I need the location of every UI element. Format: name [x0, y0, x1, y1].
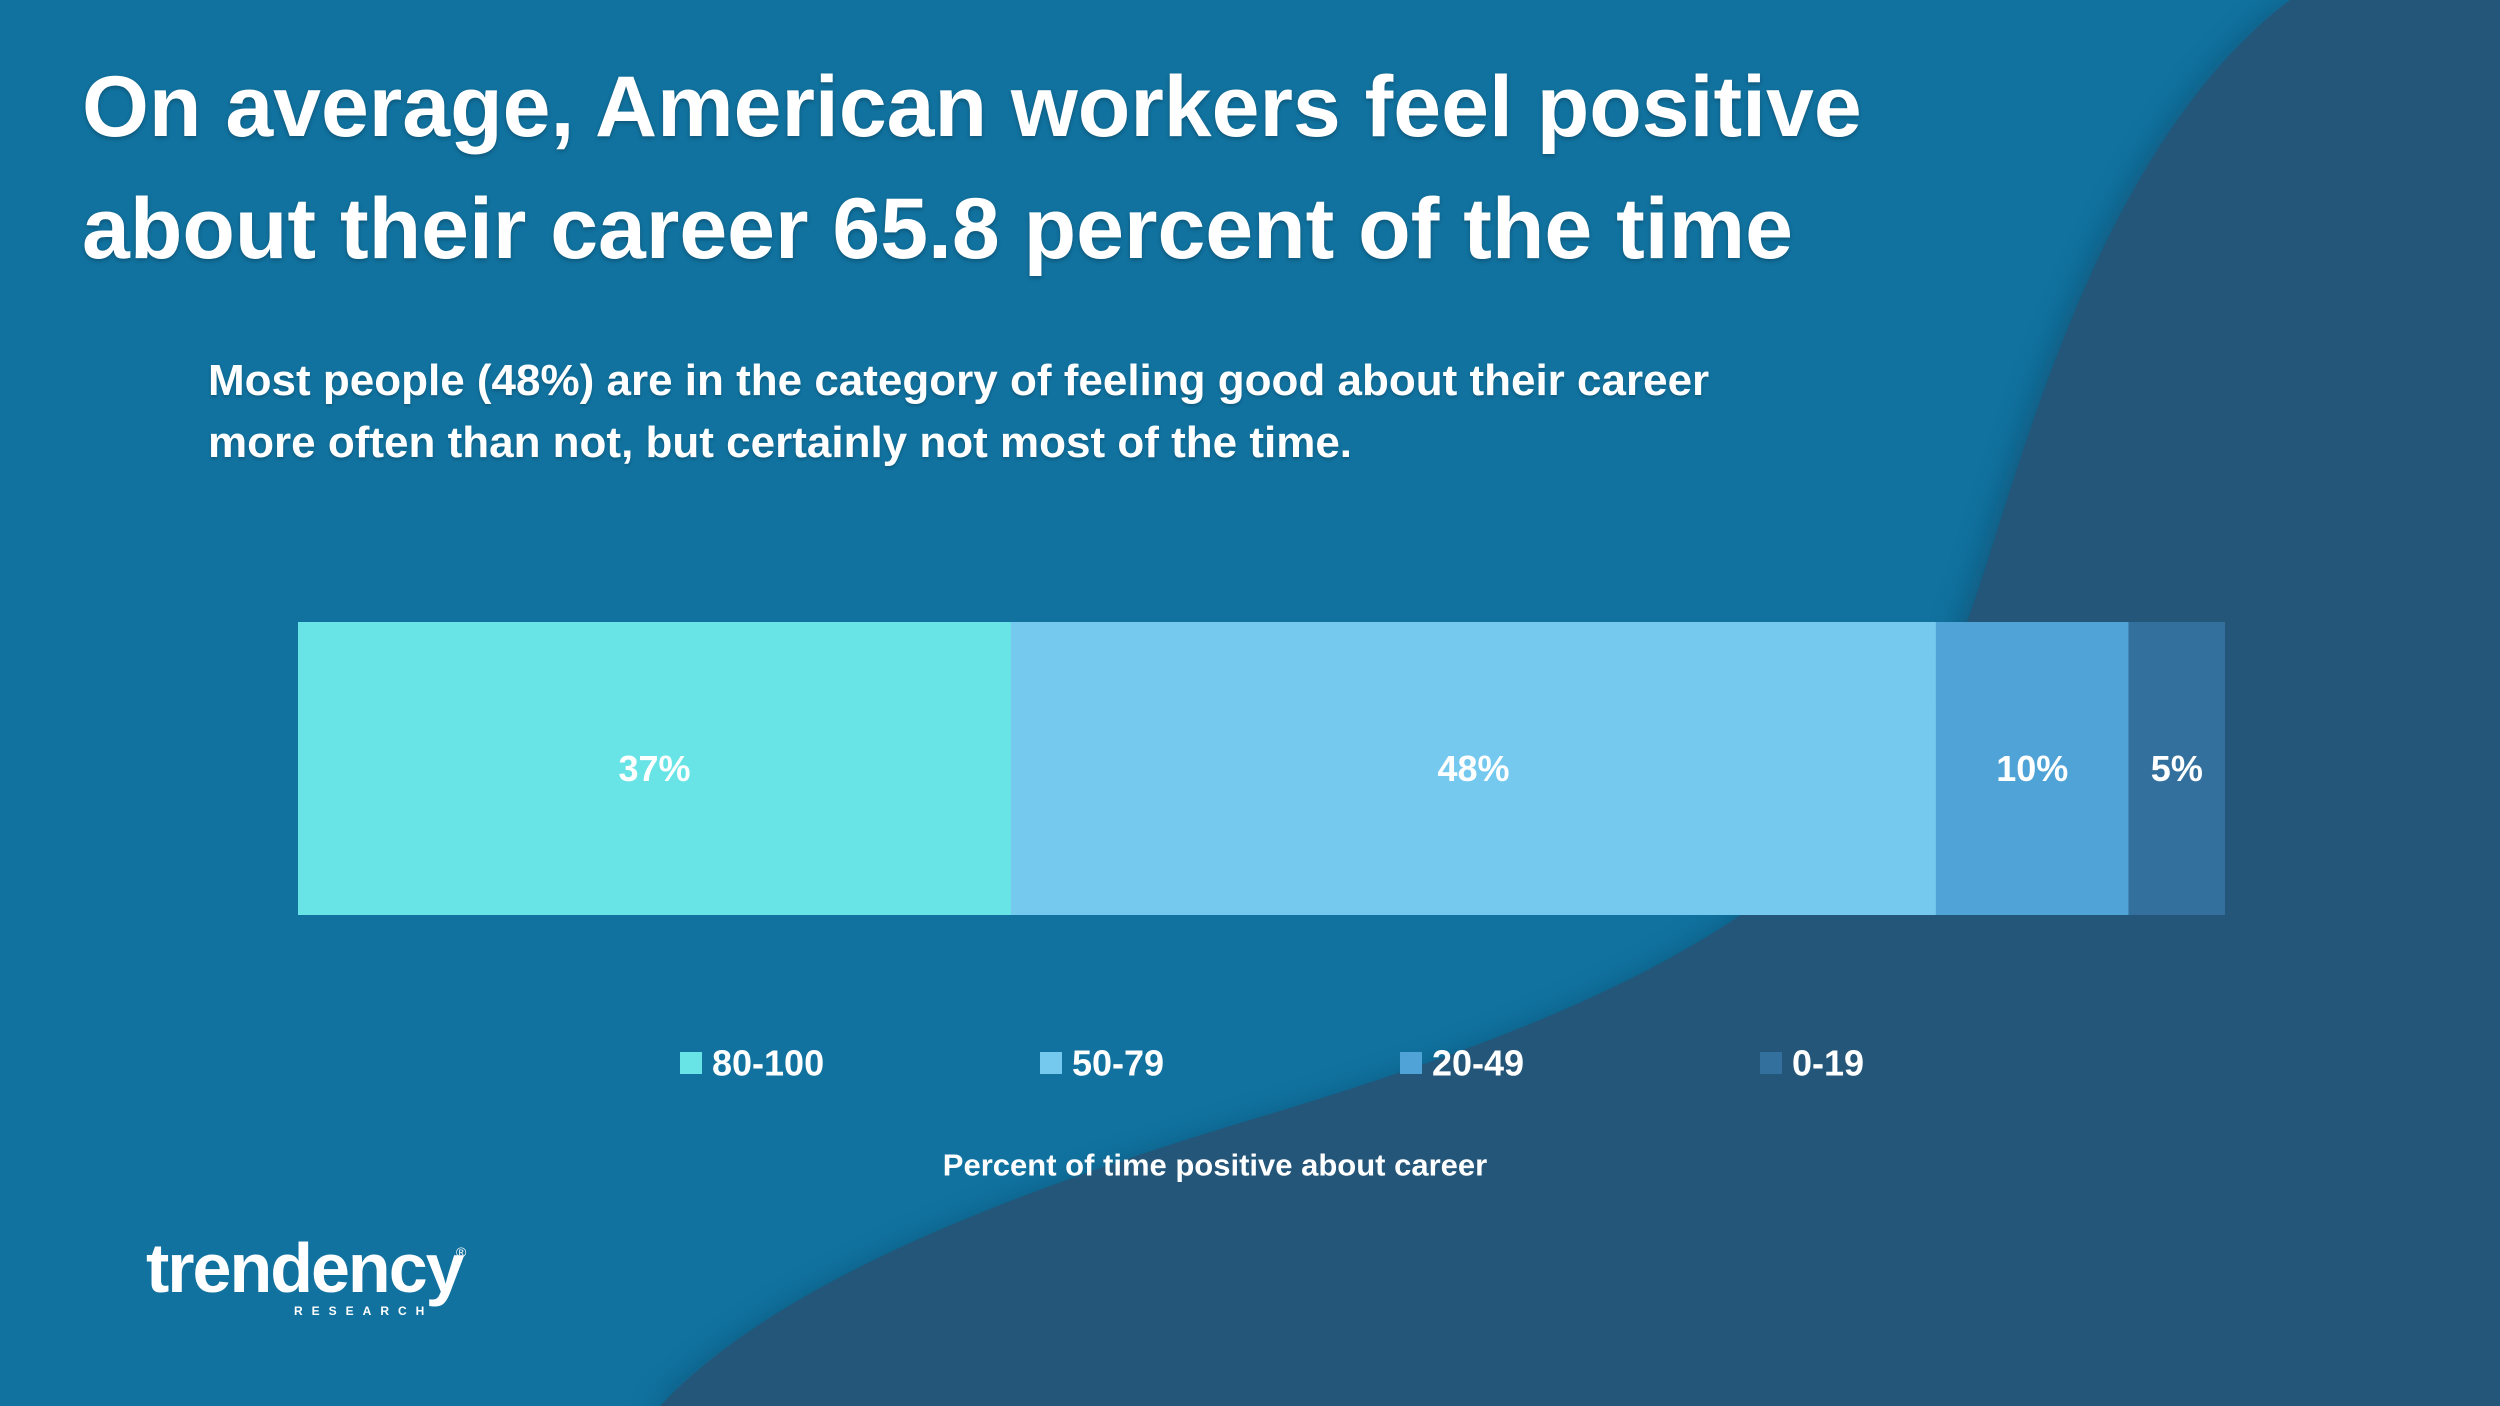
- slide-title-line-2: about their career 65.8 percent of the t…: [82, 181, 1793, 277]
- data-label-20-49: 10%: [1996, 748, 2068, 789]
- data-label-0-19: 5%: [2151, 748, 2203, 789]
- logo-subtitle: RESEARCH: [294, 1304, 434, 1318]
- slide-title-line-1: On average, American workers feel positi…: [82, 59, 1862, 155]
- legend-label-0-19: 0-19: [1792, 1043, 1864, 1084]
- bar-segment-50-79: [1010, 622, 1936, 915]
- slide-subtitle: Most people (48%) are in the category of…: [208, 350, 2008, 474]
- background-wave: [660, 0, 2500, 1406]
- trendency-logo: trendency ® RESEARCH: [146, 1228, 486, 1338]
- bar-segment-80-100: [298, 622, 1011, 915]
- legend-swatch-80-100: [680, 1052, 702, 1074]
- slide-subtitle-line-2: more often than not, but certainly not m…: [208, 418, 1353, 467]
- bar-segment-0-19: [2128, 622, 2225, 915]
- slide-subtitle-line-1: Most people (48%) are in the category of…: [208, 356, 1710, 405]
- legend-label-20-49: 20-49: [1432, 1043, 1524, 1084]
- legend-swatch-50-79: [1040, 1052, 1062, 1074]
- logo-wordmark: trendency: [146, 1229, 465, 1307]
- logo-registered-mark: ®: [456, 1244, 467, 1260]
- bar-segment-20-49: [1935, 622, 2129, 915]
- slide-title: On average, American workers feel positi…: [82, 46, 2182, 290]
- legend-swatch-0-19: [1760, 1052, 1782, 1074]
- legend-label-50-79: 50-79: [1072, 1043, 1164, 1084]
- legend-label-80-100: 80-100: [712, 1043, 824, 1084]
- x-axis-title: Percent of time positive about career: [943, 1148, 1487, 1183]
- legend-swatch-20-49: [1400, 1052, 1422, 1074]
- data-label-80-100: 37%: [618, 748, 690, 789]
- data-label-50-79: 48%: [1437, 748, 1509, 789]
